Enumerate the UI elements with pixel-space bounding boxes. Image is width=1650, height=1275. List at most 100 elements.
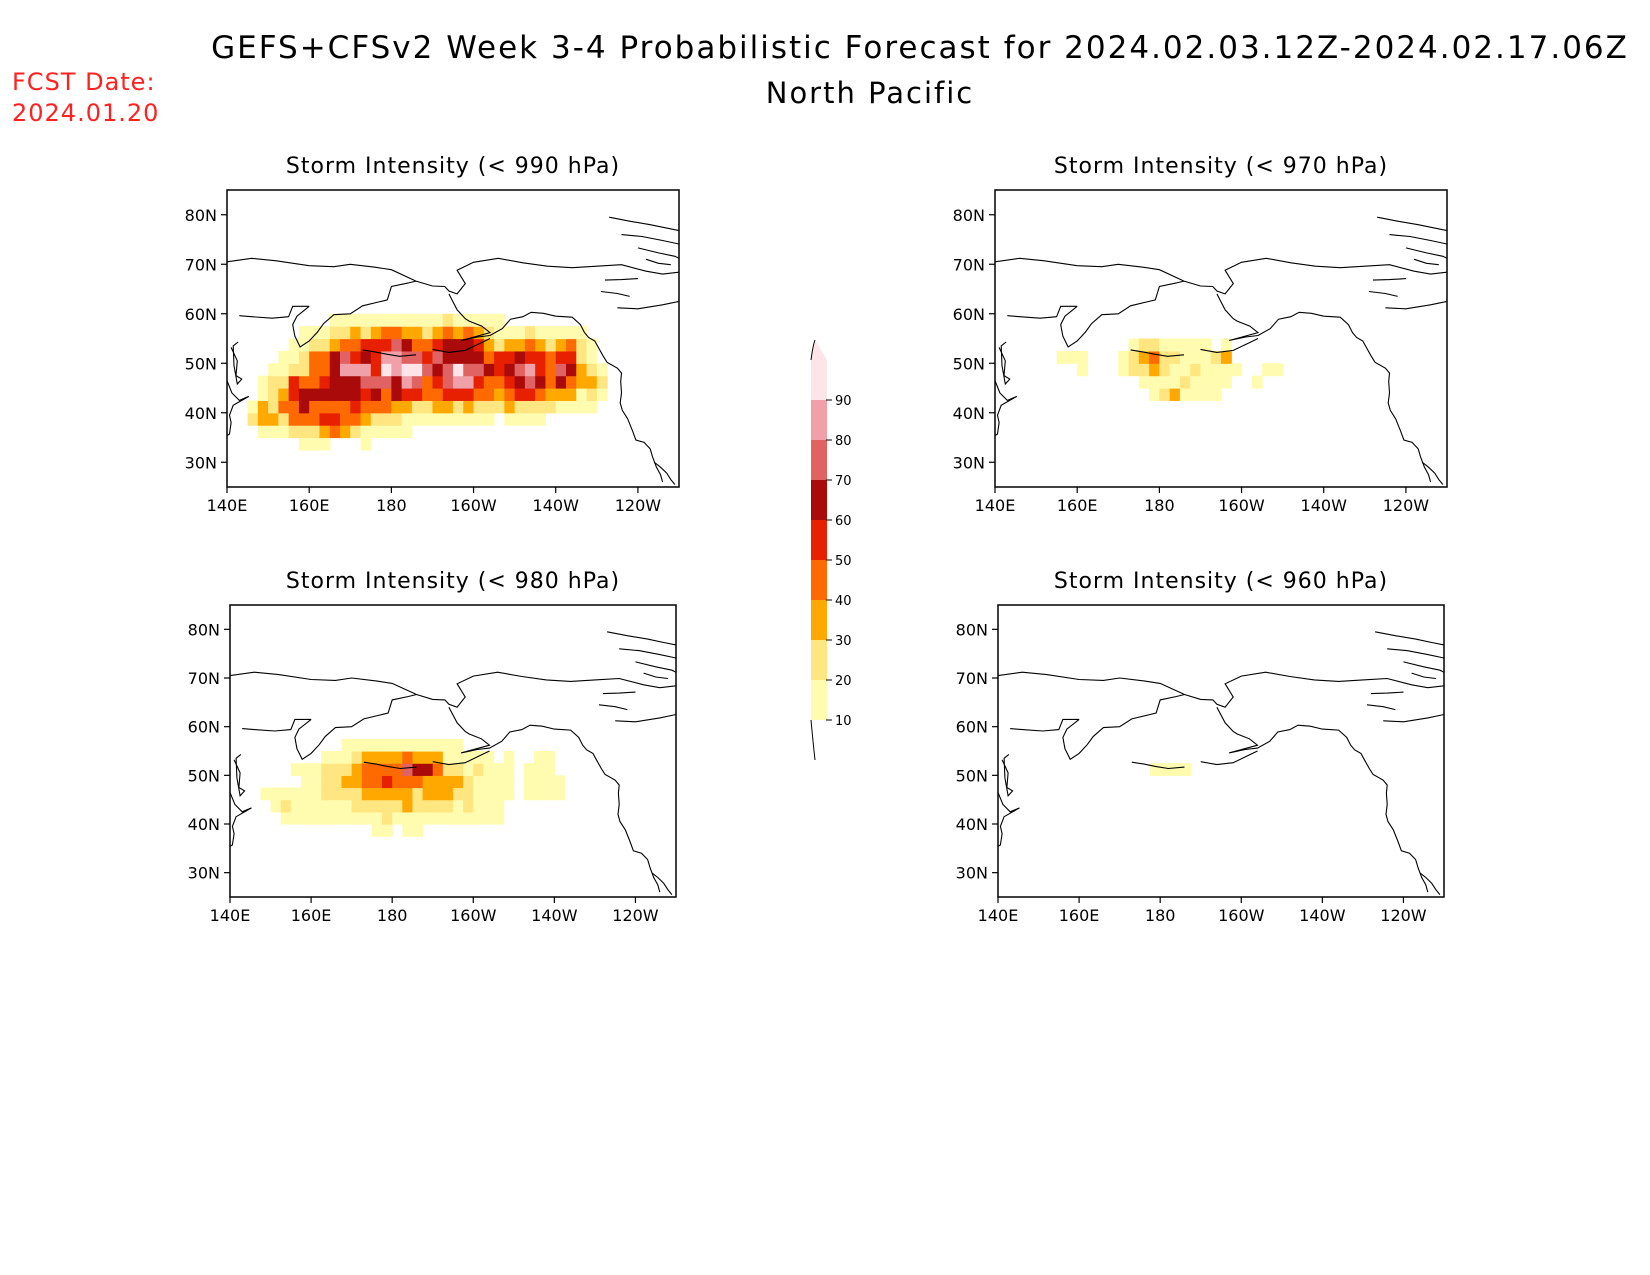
coastline	[600, 290, 630, 297]
probability-cell	[341, 763, 353, 776]
probability-cell	[381, 350, 392, 364]
probability-cell	[350, 326, 362, 340]
probability-cell	[566, 375, 577, 389]
probability-cell	[1221, 338, 1232, 352]
probability-cell	[351, 751, 363, 764]
probability-cell	[340, 388, 351, 401]
probability-cell	[442, 363, 454, 377]
probability-cell	[341, 775, 353, 789]
probability-cell	[350, 375, 362, 389]
probability-cell	[453, 350, 464, 364]
probability-cell	[351, 738, 363, 752]
probability-cell	[494, 313, 505, 327]
lon-tick-label: 160W	[450, 906, 497, 925]
probability-cell	[493, 763, 505, 776]
lat-tick-label: 40N	[185, 404, 217, 423]
probability-cell	[1128, 338, 1140, 352]
probability-cell	[1200, 375, 1212, 389]
probability-cell	[1077, 363, 1089, 377]
probability-cell	[1149, 350, 1160, 364]
probability-cell	[463, 400, 475, 414]
probability-cell	[309, 437, 321, 451]
probability-cell	[278, 350, 290, 364]
probability-cell	[442, 313, 454, 327]
probability-cell	[494, 363, 505, 377]
coastline	[432, 750, 490, 766]
coastline	[1130, 349, 1185, 357]
probability-cell	[432, 412, 444, 426]
probability-cell	[331, 775, 343, 789]
probability-cell	[288, 363, 300, 377]
forecast-date-label: FCST Date:	[12, 68, 156, 96]
probability-cell	[514, 363, 526, 377]
coastline	[1370, 691, 1404, 695]
probability-cell	[596, 375, 608, 389]
coastline	[1366, 704, 1396, 711]
probability-cell	[280, 811, 292, 825]
probability-cell	[361, 751, 373, 764]
probability-cell	[442, 388, 454, 401]
probability-cell	[422, 326, 434, 340]
probability-cell	[1221, 375, 1232, 389]
probability-cell	[432, 775, 444, 789]
lon-tick-label: 140W	[531, 906, 578, 925]
probability-cell	[402, 811, 414, 825]
probability-cell	[361, 738, 373, 752]
probability-cell	[1210, 388, 1222, 401]
probability-cell	[1210, 375, 1222, 389]
probability-cell	[371, 751, 383, 764]
probability-cell	[422, 350, 434, 364]
lon-tick-label: 160W	[1218, 906, 1265, 925]
probability-cell	[1159, 350, 1171, 364]
probability-cell	[370, 388, 382, 401]
panel-title: Storm Intensity (< 980 hPa)	[286, 569, 620, 594]
probability-cell	[288, 388, 300, 401]
probability-cell	[331, 787, 343, 801]
probability-cell	[319, 425, 331, 439]
probability-cell	[1138, 338, 1150, 352]
probability-cell	[360, 313, 372, 327]
probability-cell	[432, 338, 444, 352]
probability-cell	[370, 400, 382, 414]
probability-cell	[402, 763, 414, 776]
coastline	[1419, 872, 1441, 895]
probability-cell	[319, 437, 331, 451]
probability-cell	[432, 313, 444, 327]
probability-cell	[534, 763, 545, 776]
coastline	[1376, 216, 1447, 232]
lat-tick-label: 50N	[953, 354, 985, 373]
probability-cell	[350, 400, 362, 414]
coastline	[606, 631, 676, 646]
probability-cell	[545, 326, 557, 340]
lon-tick-label: 180	[376, 496, 407, 515]
colorbar-tick-label: 50	[835, 554, 852, 569]
probability-cell	[442, 412, 454, 426]
probability-cell	[555, 375, 567, 389]
probability-cell	[288, 425, 300, 439]
probability-cell	[1149, 388, 1160, 401]
probability-cell	[350, 425, 362, 439]
probability-cell	[1118, 350, 1130, 364]
probability-cell	[483, 350, 495, 364]
lat-tick-label: 30N	[185, 453, 217, 472]
probability-cell	[473, 400, 485, 414]
probability-cell	[371, 787, 383, 801]
probability-cell	[442, 799, 454, 813]
probability-cell	[535, 375, 547, 389]
probability-cell	[544, 763, 555, 776]
probability-cell	[350, 363, 362, 377]
coastline	[1062, 693, 1185, 761]
probability-cell	[370, 338, 382, 352]
probability-cell	[360, 363, 372, 377]
probability-cell	[463, 350, 475, 364]
probability-cell	[351, 763, 363, 776]
probability-cell	[341, 787, 353, 801]
probability-cell	[257, 400, 269, 414]
probability-cell	[463, 375, 475, 389]
lon-tick-label: 140W	[533, 496, 580, 515]
probability-cell	[576, 375, 588, 389]
probability-cell	[1169, 363, 1181, 377]
probability-cell	[351, 811, 363, 825]
probability-cell	[453, 787, 464, 801]
